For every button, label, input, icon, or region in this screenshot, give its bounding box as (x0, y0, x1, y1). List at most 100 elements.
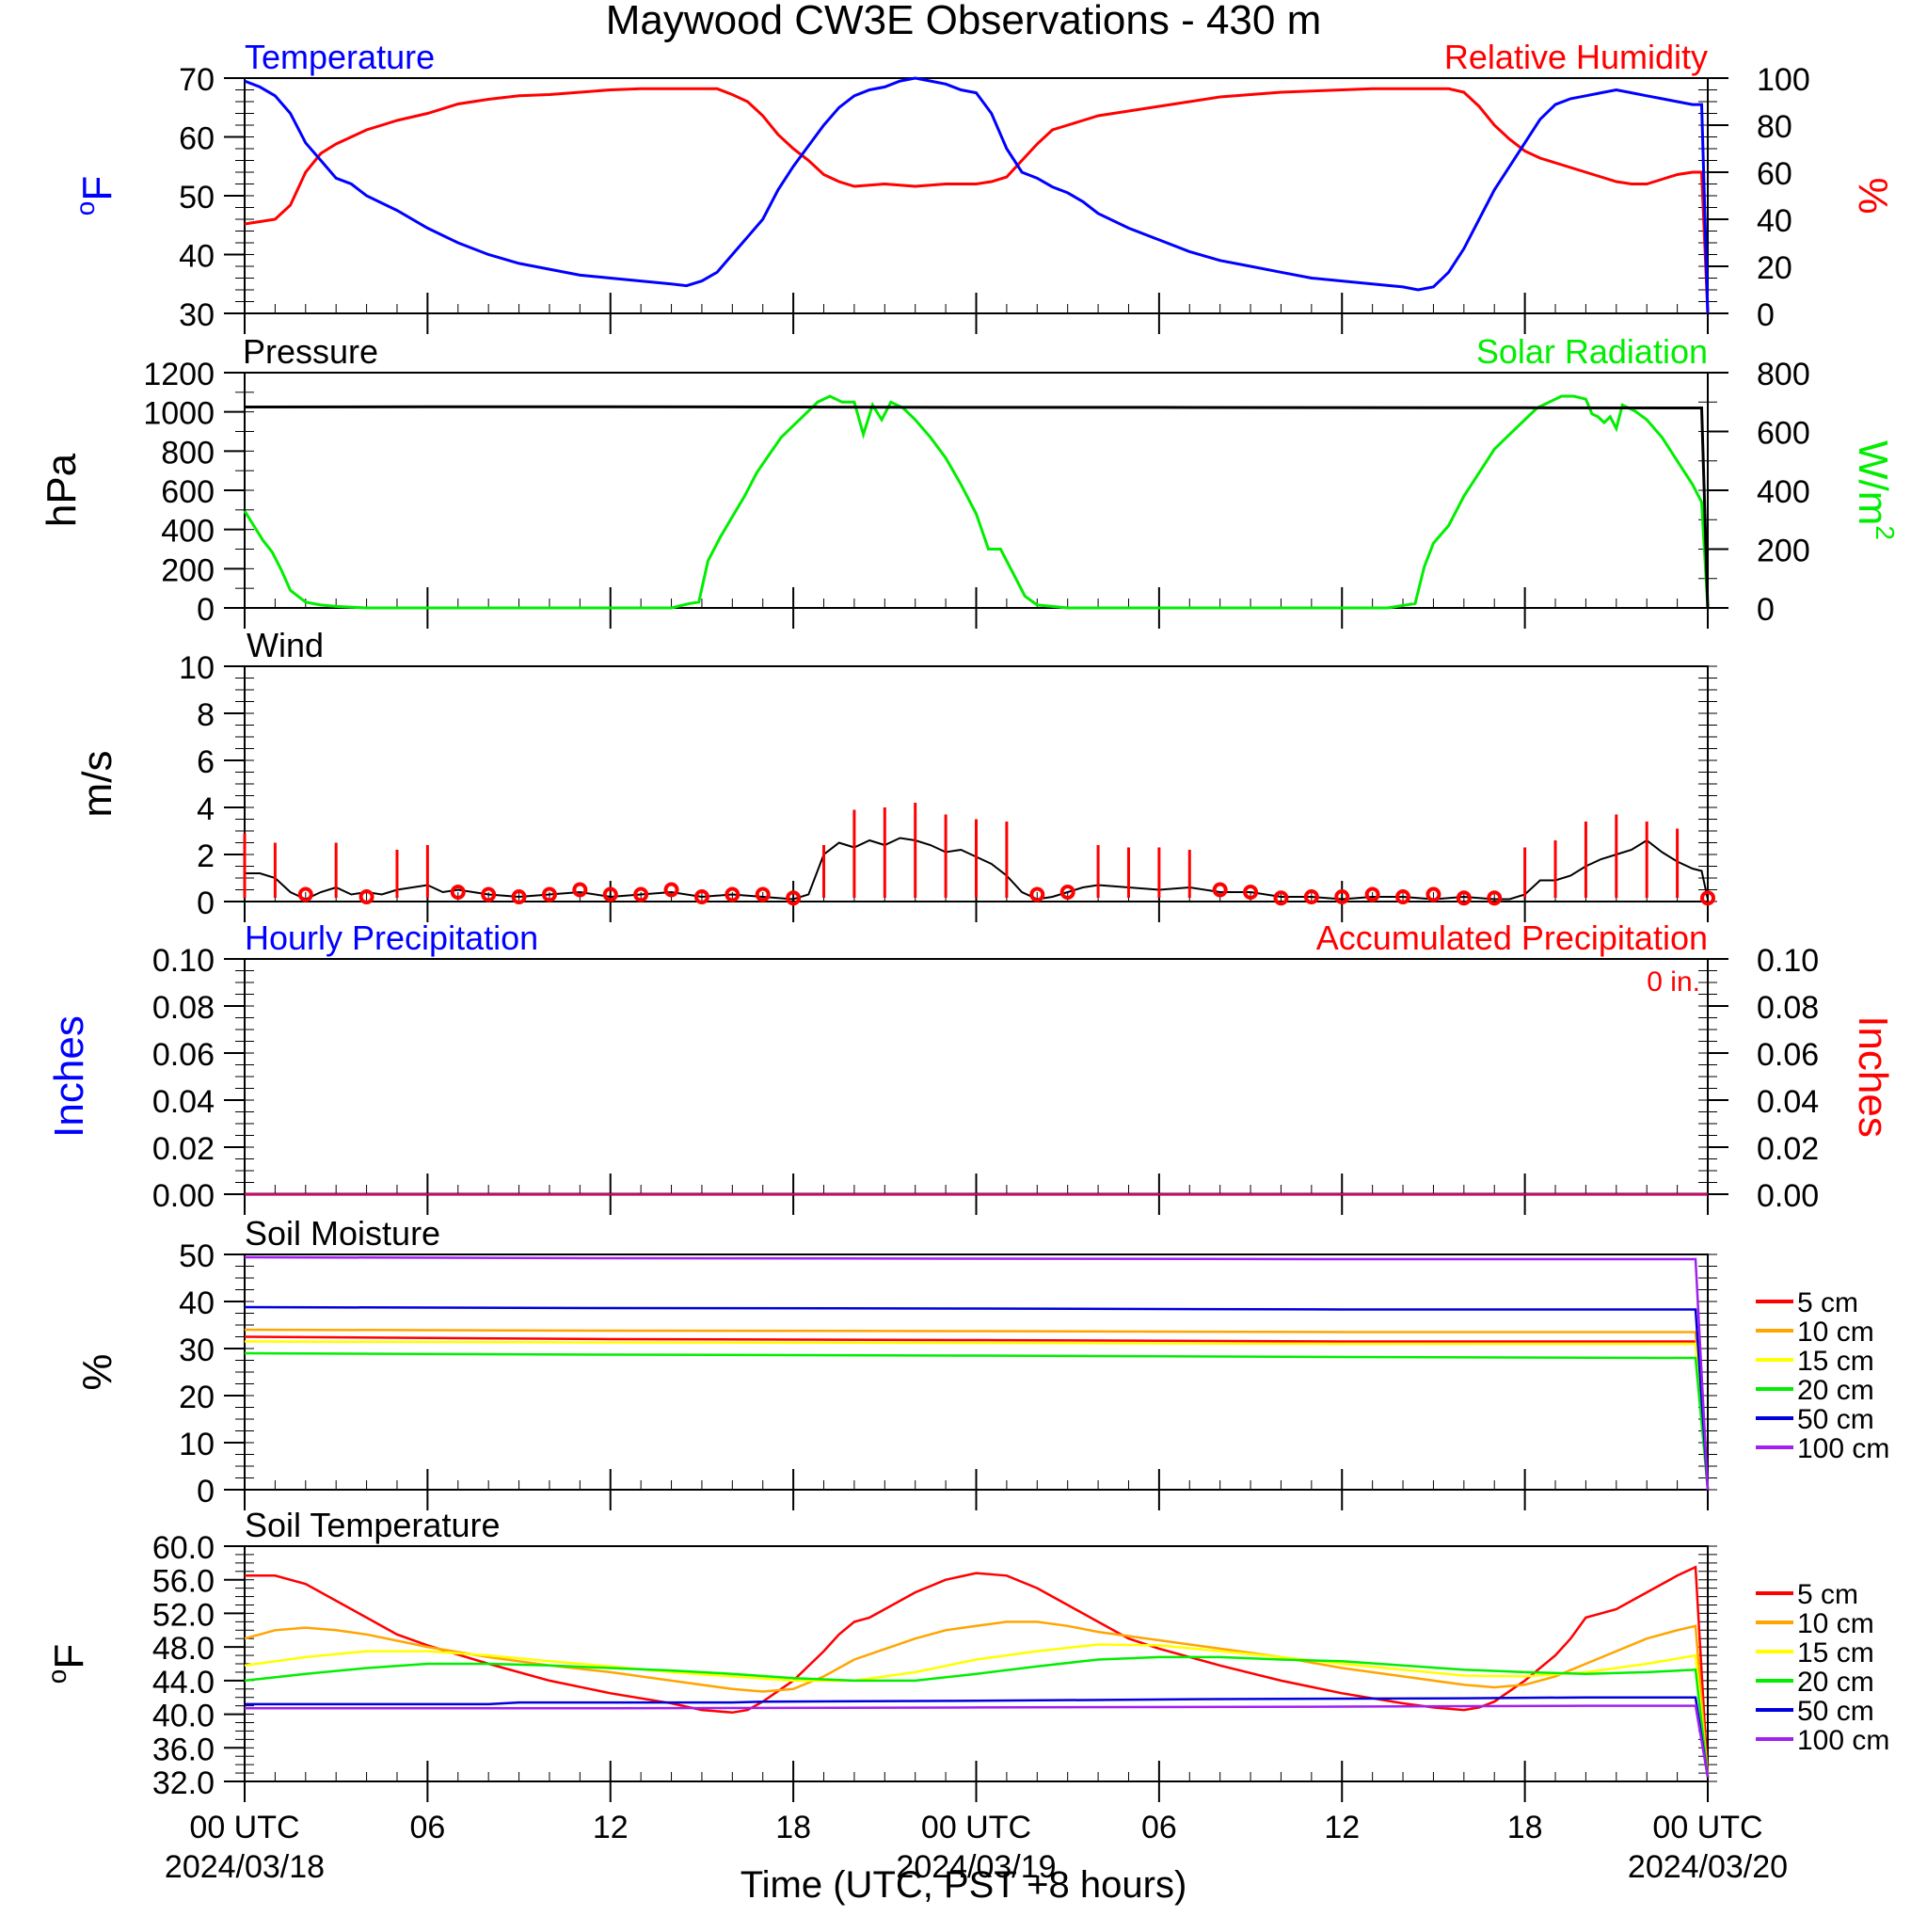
solar-axis-tick-label: 400 (1757, 474, 1810, 510)
soil-temp-legend-label: 100 cm (1797, 1725, 1889, 1756)
panel-wind: 0 2 4 6 8 10 Wind m/s (74, 626, 1717, 922)
soil-temp-axis-tick-label: 40.0 (152, 1699, 215, 1734)
x-date-label: 2024/03/20 (1628, 1849, 1788, 1885)
precip-right-axis-tick-label: 0.08 (1757, 990, 1819, 1026)
soil-temp-legend-label: 50 cm (1797, 1696, 1874, 1727)
wind-axis-tick-label: 8 (197, 697, 215, 733)
soil-temp-line-50cm (245, 1696, 1710, 1778)
soil-moisture-axis-tick-label: 50 (179, 1238, 215, 1274)
precip-right-axis-tick-label: 0.00 (1757, 1178, 1819, 1214)
wind-calm-marker (511, 889, 527, 904)
x-tick-label: 00 UTC (921, 1810, 1031, 1845)
wind-axis-tick-label: 6 (197, 744, 215, 780)
soil-temp-title: Soil Temperature (245, 1506, 500, 1544)
pressure-axis-tick-label: 200 (161, 552, 215, 588)
soil-temp-axis-tick-label: 36.0 (152, 1732, 215, 1767)
soil-moisture-line-50cm (244, 1305, 1710, 1491)
x-tick-label: 18 (1507, 1810, 1543, 1845)
soil-temp-legend-label: 5 cm (1797, 1579, 1858, 1610)
precip-left-axis-tick-label: 0.00 (152, 1178, 215, 1214)
wind-title: Wind (247, 626, 324, 664)
soil-temp-line-20cm (244, 1655, 1710, 1778)
humidity-line (244, 87, 1710, 314)
wind-ylabel: m/s (74, 751, 120, 818)
wind-axis-tick-label: 2 (197, 838, 215, 874)
solar-ylabel: W/m2 (1850, 440, 1900, 540)
x-tick-label: 06 (1141, 1810, 1177, 1845)
soil-moisture-legend-label: 50 cm (1797, 1404, 1874, 1435)
accum-precip-title: Accumulated Precipitation (1316, 918, 1708, 957)
pressure-line (244, 405, 1710, 609)
soil-temp-legend-label: 20 cm (1797, 1667, 1874, 1698)
pressure-axis-tick-label: 1000 (143, 396, 215, 432)
pressure-axis-tick-label: 0 (197, 592, 215, 628)
wind-calm-marker (786, 890, 802, 906)
solar-line (243, 394, 1710, 610)
soil-moisture-legend-label: 15 cm (1797, 1346, 1874, 1377)
rh-axis-tick-label: 80 (1757, 109, 1792, 145)
wind-calm-marker (450, 885, 466, 900)
soil-temp-line-100cm (245, 1704, 1710, 1778)
solar-title: Solar Radiation (1476, 332, 1708, 371)
x-tick-label: 18 (775, 1810, 811, 1845)
panel-temperature-humidity: 30 40 50 60 70 0 20 40 60 80 100 Temperature Relativ… (71, 38, 1896, 334)
wind-calm-marker (358, 889, 374, 904)
temp-axis-tick-label: 40 (179, 239, 215, 275)
pressure-ylabel: hPa (39, 453, 85, 527)
precip-right-axis-tick-label: 0.04 (1757, 1084, 1819, 1120)
chart-title: Maywood CW3E Observations - 430 m (606, 0, 1322, 43)
temperature-line (244, 76, 1710, 314)
solar-axis-tick-label: 0 (1757, 592, 1775, 628)
humidity-title: Relative Humidity (1444, 38, 1708, 76)
precip-left-axis-tick-label: 0.04 (152, 1084, 215, 1120)
soil-temp-line-5cm (245, 1565, 1710, 1778)
wind-calm-marker (1273, 890, 1289, 906)
soil-moisture-legend-label: 5 cm (1797, 1287, 1858, 1318)
precip-right-axis-tick-label: 0.06 (1757, 1037, 1819, 1073)
precip-right-axis-tick-label: 0.10 (1757, 943, 1819, 979)
soil-moisture-legend-label: 100 cm (1797, 1433, 1889, 1464)
rh-axis-tick-label: 20 (1757, 250, 1792, 286)
temp-axis-tick-label: 50 (179, 180, 215, 216)
soil-temp-axis-tick-label: 56.0 (152, 1564, 215, 1600)
wind-calm-marker (1059, 885, 1075, 900)
soil-moisture-legend-label: 20 cm (1797, 1375, 1874, 1406)
panel-precipitation: 0.00 0.02 0.04 0.06 0.08 0.10 0.00 0.02 0.04 0.06… (46, 918, 1896, 1215)
soil-temp-axis-tick-label: 60.0 (152, 1530, 215, 1566)
wind-calm-marker (633, 886, 649, 902)
wind-calm-marker (1029, 886, 1045, 902)
x-tick-label: 06 (409, 1810, 445, 1845)
x-tick-label: 12 (1324, 1810, 1360, 1845)
rh-axis-tick-label: 40 (1757, 203, 1792, 239)
soil-moisture-line-100cm (244, 1255, 1710, 1491)
wind-calm-marker (297, 886, 313, 902)
soil-temp-line-10cm (244, 1621, 1710, 1778)
x-date-label: 2024/03/19 (896, 1849, 1056, 1885)
soil-moisture-axis-tick-label: 40 (179, 1285, 215, 1321)
precip-right-axis-tick-label: 0.02 (1757, 1131, 1819, 1167)
soil-temp-axis-tick-label: 52.0 (152, 1597, 215, 1633)
soil-moisture-axis-tick-label: 20 (179, 1380, 215, 1415)
soil-temp-line-15cm (244, 1643, 1710, 1778)
precip-left-axis-tick-label: 0.06 (152, 1037, 215, 1073)
wind-calm-marker (1364, 886, 1380, 902)
wind-calm-marker (1425, 886, 1441, 902)
soil-moisture-title: Soil Moisture (245, 1214, 440, 1253)
hourly-precip-title: Hourly Precipitation (245, 918, 538, 957)
temperature-ylabel: oF (71, 176, 120, 216)
rh-axis-tick-label: 60 (1757, 156, 1792, 192)
precip-left-axis-tick-label: 0.02 (152, 1131, 215, 1167)
wind-calm-marker (1243, 885, 1259, 900)
x-date-label: 2024/03/18 (165, 1849, 325, 1885)
rh-axis-tick-label: 0 (1757, 297, 1775, 333)
wind-calm-marker (693, 889, 709, 904)
wind-speed-line (245, 837, 1709, 901)
pressure-axis-tick-label: 1200 (143, 357, 215, 392)
temp-axis-tick-label: 30 (179, 297, 215, 333)
soil-temp-axis-tick-label: 44.0 (152, 1665, 215, 1700)
wind-calm-marker (541, 886, 557, 902)
wind-calm-marker (1395, 889, 1411, 904)
